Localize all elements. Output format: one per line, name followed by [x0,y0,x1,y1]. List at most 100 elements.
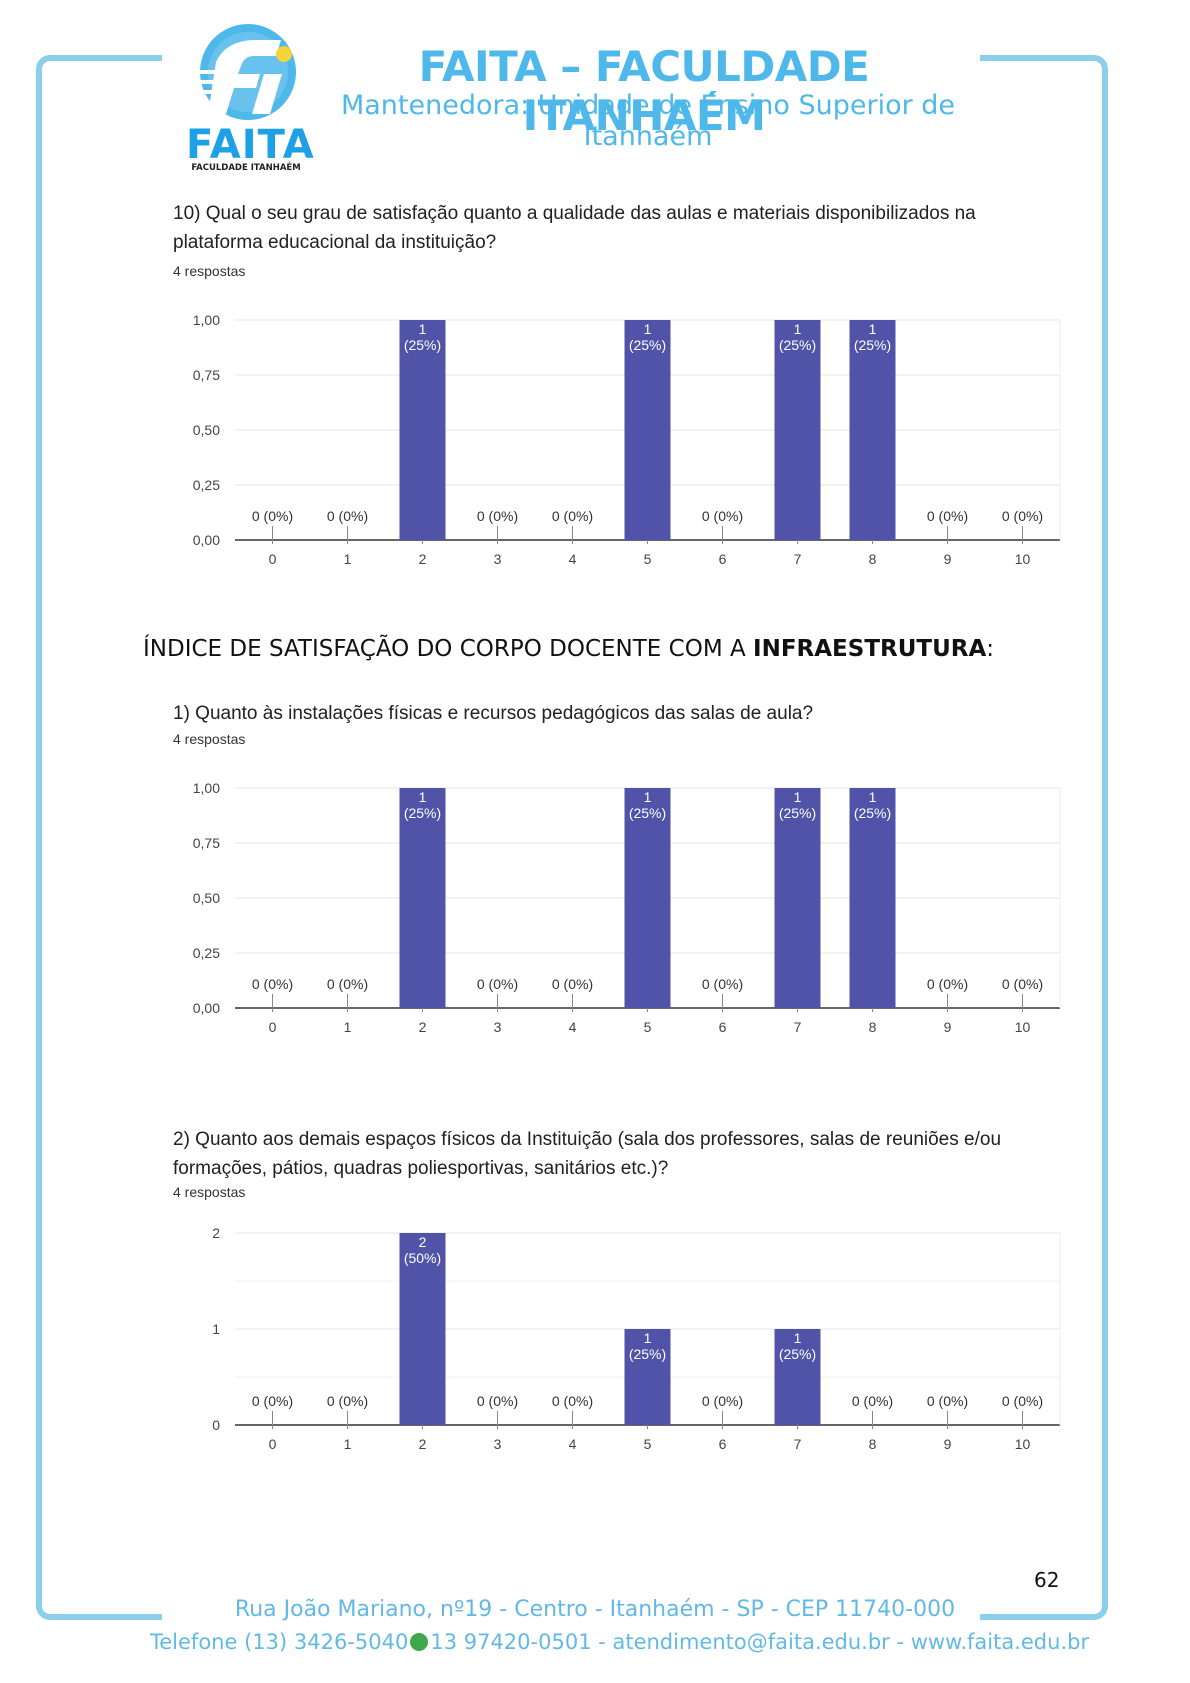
y-tick-label: 0,00 [193,1000,220,1016]
bar-data-label-percent: (25%) [779,805,816,821]
bar [774,1329,821,1425]
border-gap-bottom [162,1608,980,1628]
bar-data-label: 0 (0%) [552,976,593,992]
x-tick-label: 9 [944,1436,952,1452]
x-tick-label: 9 [944,1019,952,1035]
whatsapp-icon [410,1633,429,1651]
x-tick-label: 0 [269,1019,277,1035]
x-tick-label: 9 [944,551,952,567]
y-tick-label: 0,50 [193,422,220,438]
maintainer-name: Mantenedora: Unidade de Ensino Superior … [340,90,956,152]
bar-data-label-percent: (25%) [629,337,666,353]
x-tick-label: 2 [419,551,427,567]
response-count: 4 respostas [173,263,246,279]
bar-data-label-percent: (25%) [779,337,816,353]
x-tick-label: 0 [269,551,277,567]
x-tick-label: 2 [419,1019,427,1035]
logo-subtitle: FACULDADE ITANHAÉM [191,163,301,173]
faita-logo-icon [190,24,296,120]
question-text: 1) Quanto às instalações físicas e recur… [173,703,814,724]
bar-data-label: 1 [644,321,652,337]
x-tick-label: 4 [569,1019,577,1035]
bar [774,320,821,540]
x-tick-label: 8 [869,551,877,567]
bar-data-label-percent: (25%) [629,805,666,821]
bar [849,320,896,540]
section-title: ÍNDICE DE SATISFAÇÃO DO CORPO DOCENTE CO… [143,636,995,662]
bar-data-label-percent: (25%) [404,337,441,353]
y-tick-label: 1 [212,1321,220,1337]
bar-data-label: 0 (0%) [327,1393,368,1409]
x-tick-label: 8 [869,1019,877,1035]
bar-data-label-percent: (25%) [629,1346,666,1362]
y-tick-label: 0,50 [193,890,220,906]
x-tick-label: 5 [644,551,652,567]
x-tick-label: 6 [719,551,727,567]
bar-data-label: 0 (0%) [927,976,968,992]
bar-data-label: 0 (0%) [852,1393,893,1409]
bar [849,788,896,1008]
y-tick-label: 0 [212,1417,220,1433]
bar-data-label-percent: (25%) [404,805,441,821]
footer-address: Rua João Mariano, nº19 - Centro - Itanha… [234,1597,956,1622]
bar-data-label: 0 (0%) [1002,1393,1043,1409]
bar-data-label: 1 [869,321,877,337]
bar-data-label: 1 [869,789,877,805]
bar [624,1329,671,1425]
x-tick-label: 7 [794,1436,802,1452]
bar [399,788,446,1008]
logo-wordmark: FAITA [186,122,315,168]
x-tick-label: 3 [494,1019,502,1035]
x-tick-label: 0 [269,1436,277,1452]
question-text: 2) Quanto aos demais espaços físicos da … [173,1129,1002,1179]
x-tick-label: 1 [344,551,352,567]
bar-data-label: 0 (0%) [252,508,293,524]
x-tick-label: 7 [794,551,802,567]
bar-data-label: 0 (0%) [702,976,743,992]
x-tick-label: 1 [344,1436,352,1452]
y-tick-label: 1,00 [193,312,220,328]
bar-data-label: 0 (0%) [327,508,368,524]
bar-data-label: 1 [644,1330,652,1346]
x-tick-label: 1 [344,1019,352,1035]
y-tick-label: 0,25 [193,477,220,493]
x-tick-label: 5 [644,1436,652,1452]
bar-data-label: 1 [419,789,427,805]
bar-data-label: 0 (0%) [552,1393,593,1409]
y-tick-label: 1,00 [193,780,220,796]
bar-data-label-percent: (50%) [404,1250,441,1266]
institution-name: FAITA – FACULDADE ITANHAÉM [418,42,870,140]
bar-data-label: 1 [644,789,652,805]
bar [624,788,671,1008]
bar-data-label: 0 (0%) [1002,508,1043,524]
bar-data-label-percent: (25%) [854,805,891,821]
bar [624,320,671,540]
y-tick-label: 0,75 [193,367,220,383]
bar-data-label-percent: (25%) [779,1346,816,1362]
bar-data-label: 0 (0%) [327,976,368,992]
bar-data-label: 0 (0%) [477,508,518,524]
x-tick-label: 10 [1015,551,1031,567]
bar-data-label-percent: (25%) [854,337,891,353]
y-tick-label: 0,75 [193,835,220,851]
x-tick-label: 3 [494,1436,502,1452]
bar-data-label: 1 [794,789,802,805]
question-text: 10) Qual o seu grau de satisfação quanto… [173,203,976,253]
x-tick-label: 3 [494,551,502,567]
bar-data-label: 1 [794,1330,802,1346]
bar-data-label: 2 [419,1234,427,1250]
x-tick-label: 4 [569,1436,577,1452]
bar-data-label: 0 (0%) [552,508,593,524]
x-tick-label: 8 [869,1436,877,1452]
bar-data-label: 0 (0%) [927,1393,968,1409]
footer-contact: Telefone (13) 3426-5040 13 97420-0501 - a… [150,1630,1090,1654]
border-gap-top [162,48,980,68]
y-tick-label: 0,25 [193,945,220,961]
bar [774,788,821,1008]
y-tick-label: 0,00 [193,532,220,548]
bar-data-label: 0 (0%) [702,1393,743,1409]
x-tick-label: 7 [794,1019,802,1035]
